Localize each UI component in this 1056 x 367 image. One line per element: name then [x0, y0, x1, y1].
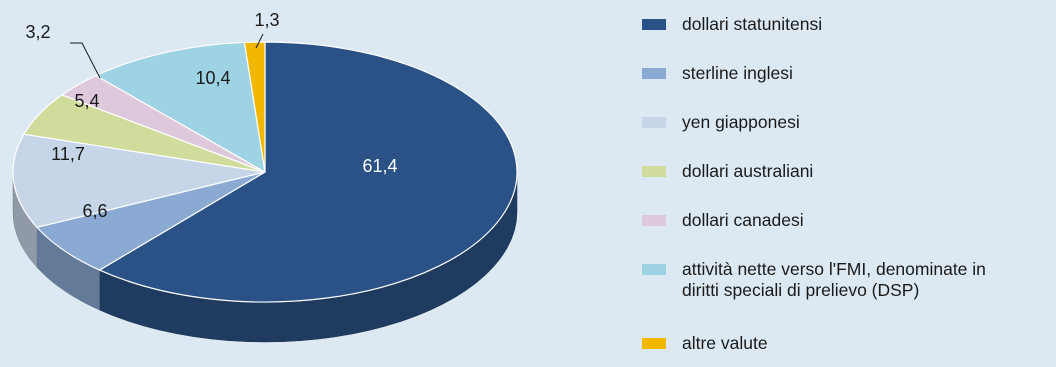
- data-label-0: 61,4: [362, 156, 397, 176]
- pie-slice-2: [12, 133, 266, 228]
- data-label-4: 3,2: [25, 22, 50, 42]
- leader-line-4: [70, 42, 101, 79]
- legend-item: dollari australiani: [642, 161, 813, 182]
- legend-label: dollari canadesi: [682, 210, 804, 230]
- legend-label: altre valute: [682, 333, 768, 353]
- legend-swatch: [642, 264, 666, 275]
- legend-item: dollari canadesi: [642, 210, 804, 231]
- leader-line-6: [255, 33, 264, 49]
- legend-label: dollari statunitensi: [682, 14, 823, 34]
- legend-item: attività nette verso l'FMI, denominate i…: [642, 259, 986, 301]
- legend-item: altre valute: [642, 333, 768, 354]
- legend-swatch: [642, 338, 666, 349]
- legend-item: yen giapponesi: [642, 112, 800, 133]
- legend-swatch: [642, 215, 666, 226]
- legend-label: yen giapponesi: [682, 112, 800, 132]
- data-label-5: 10,4: [195, 68, 230, 88]
- pie-labels: 61,4 6,6 11,7 5,4 3,2 10,4 1,3: [25, 10, 397, 221]
- data-label-2: 11,7: [51, 144, 85, 164]
- data-label-6: 1,3: [254, 10, 279, 30]
- pie-slice-5: [95, 41, 266, 173]
- pie-slice-6: [243, 41, 266, 173]
- legend-swatch: [642, 68, 666, 79]
- legend-label: dollari australiani: [682, 161, 814, 181]
- legend-swatch: [642, 166, 666, 177]
- legend-item: sterline inglesi: [642, 63, 793, 84]
- pie-sides: [12, 171, 518, 343]
- pie-tops: [12, 41, 518, 303]
- legend-item: dollari statunitensi: [642, 14, 822, 35]
- data-label-3: 5,4: [74, 91, 99, 111]
- legend-label: sterline inglesi: [682, 63, 793, 83]
- data-label-1: 6,6: [82, 201, 107, 221]
- legend-label: attività nette verso l'FMI, denominate i…: [682, 259, 986, 300]
- pie-slice-0: [98, 41, 518, 303]
- legend-swatch: [642, 19, 666, 30]
- legend-swatch: [642, 117, 666, 128]
